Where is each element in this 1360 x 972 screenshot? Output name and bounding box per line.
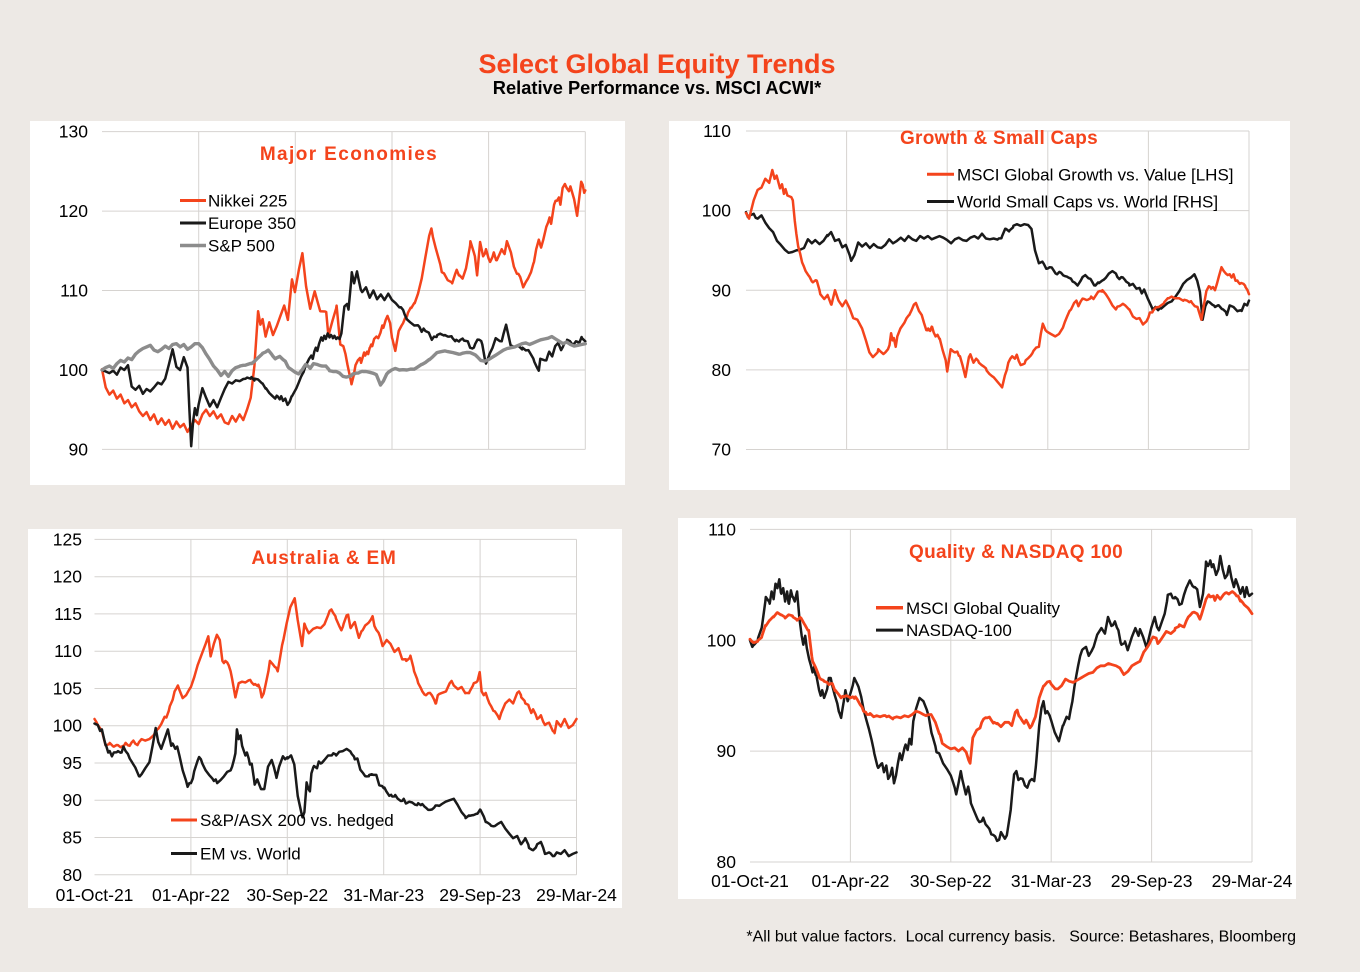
svg-text:Australia & EM: Australia & EM bbox=[251, 548, 396, 569]
svg-text:Europe 350: Europe 350 bbox=[208, 214, 296, 233]
svg-text:90: 90 bbox=[712, 280, 732, 300]
svg-text:29-Mar-24: 29-Mar-24 bbox=[1212, 871, 1293, 891]
svg-text:Relative Performance vs. MSCI: Relative Performance vs. MSCI ACWI* bbox=[493, 77, 822, 98]
svg-text:105: 105 bbox=[53, 678, 82, 698]
svg-text:100: 100 bbox=[707, 630, 736, 650]
svg-text:120: 120 bbox=[59, 201, 88, 221]
svg-text:*All but value factors. Local: *All but value factors. Local currency b… bbox=[746, 929, 1296, 946]
svg-text:80: 80 bbox=[63, 865, 83, 885]
svg-text:120: 120 bbox=[53, 567, 82, 587]
svg-text:80: 80 bbox=[717, 852, 737, 872]
svg-text:70: 70 bbox=[712, 440, 732, 460]
svg-text:01-Oct-21: 01-Oct-21 bbox=[711, 871, 789, 891]
svg-text:Growth & Small Caps: Growth & Small Caps bbox=[900, 128, 1098, 149]
svg-text:Quality & NASDAQ 100: Quality & NASDAQ 100 bbox=[909, 542, 1123, 563]
svg-text:31-Mar-23: 31-Mar-23 bbox=[343, 885, 424, 905]
svg-text:100: 100 bbox=[59, 360, 88, 380]
svg-text:90: 90 bbox=[69, 439, 89, 459]
svg-text:31-Mar-23: 31-Mar-23 bbox=[1011, 871, 1092, 891]
svg-text:Select Global Equity Trends: Select Global Equity Trends bbox=[478, 49, 835, 79]
svg-text:80: 80 bbox=[712, 360, 732, 380]
svg-text:110: 110 bbox=[54, 641, 82, 661]
svg-text:NASDAQ-100: NASDAQ-100 bbox=[906, 621, 1012, 640]
svg-text:100: 100 bbox=[53, 716, 82, 736]
svg-text:90: 90 bbox=[717, 741, 737, 761]
svg-text:01-Apr-22: 01-Apr-22 bbox=[811, 871, 889, 891]
svg-text:MSCI Global Quality: MSCI Global Quality bbox=[906, 599, 1060, 618]
svg-text:Nikkei 225: Nikkei 225 bbox=[208, 192, 287, 211]
svg-text:130: 130 bbox=[59, 122, 88, 142]
svg-text:110: 110 bbox=[60, 281, 88, 301]
svg-text:85: 85 bbox=[63, 828, 82, 848]
svg-text:World Small Caps vs. World [RH: World Small Caps vs. World [RHS] bbox=[957, 193, 1218, 212]
svg-text:125: 125 bbox=[53, 529, 82, 549]
svg-text:30-Sep-22: 30-Sep-22 bbox=[910, 871, 992, 891]
svg-text:90: 90 bbox=[63, 790, 83, 810]
svg-text:115: 115 bbox=[54, 604, 82, 624]
svg-text:S&P/ASX 200 vs. hedged: S&P/ASX 200 vs. hedged bbox=[200, 811, 394, 830]
svg-text:110: 110 bbox=[703, 121, 731, 141]
svg-text:01-Oct-21: 01-Oct-21 bbox=[56, 885, 134, 905]
svg-text:01-Apr-22: 01-Apr-22 bbox=[152, 885, 230, 905]
svg-text:100: 100 bbox=[702, 201, 731, 221]
svg-text:30-Sep-22: 30-Sep-22 bbox=[246, 885, 328, 905]
svg-text:EM vs. World: EM vs. World bbox=[200, 845, 301, 864]
svg-text:110: 110 bbox=[708, 519, 736, 539]
svg-text:S&P 500: S&P 500 bbox=[208, 237, 275, 256]
svg-text:29-Sep-23: 29-Sep-23 bbox=[439, 885, 521, 905]
svg-text:95: 95 bbox=[63, 753, 82, 773]
svg-text:Major Economies: Major Economies bbox=[260, 144, 438, 165]
svg-text:29-Sep-23: 29-Sep-23 bbox=[1111, 871, 1193, 891]
svg-text:29-Mar-24: 29-Mar-24 bbox=[536, 885, 617, 905]
svg-text:MSCI Global Growth vs. Value [: MSCI Global Growth vs. Value [LHS] bbox=[957, 165, 1234, 184]
